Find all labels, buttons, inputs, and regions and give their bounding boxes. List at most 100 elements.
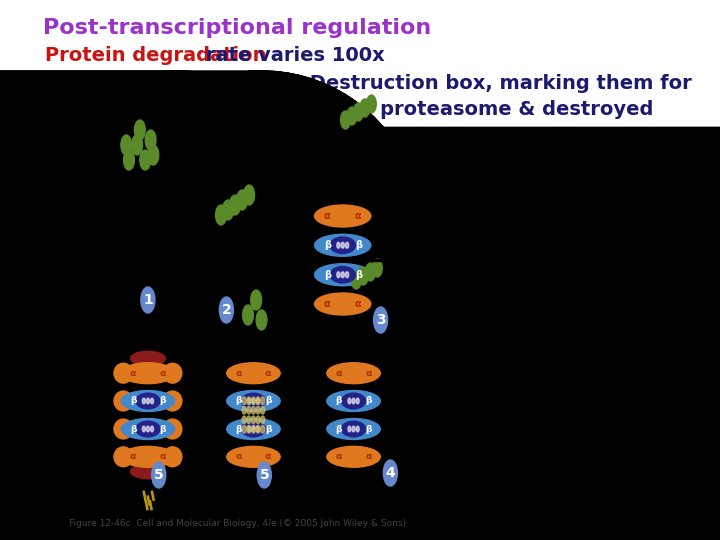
- Circle shape: [252, 398, 255, 404]
- Circle shape: [143, 398, 145, 404]
- Circle shape: [251, 407, 256, 414]
- Ellipse shape: [325, 312, 361, 327]
- Ellipse shape: [359, 264, 379, 285]
- Ellipse shape: [220, 391, 238, 411]
- Ellipse shape: [236, 351, 271, 366]
- Ellipse shape: [269, 447, 287, 467]
- Circle shape: [222, 200, 233, 220]
- Text: 1: 1: [143, 293, 153, 307]
- Circle shape: [354, 103, 364, 121]
- Circle shape: [341, 242, 344, 248]
- Text: β: β: [324, 270, 330, 280]
- Ellipse shape: [163, 419, 182, 439]
- Text: α: α: [324, 211, 330, 221]
- Circle shape: [256, 426, 260, 433]
- Circle shape: [252, 426, 255, 432]
- Circle shape: [242, 416, 246, 423]
- Text: α: α: [130, 369, 137, 377]
- Ellipse shape: [307, 264, 327, 285]
- Ellipse shape: [320, 447, 338, 467]
- Circle shape: [359, 267, 368, 285]
- Circle shape: [356, 398, 359, 404]
- Text: Figure 12-46c  Cell and Molecular Biology, 4/e (© 2005 John Wiley & Sons): Figure 12-46c Cell and Molecular Biology…: [68, 519, 405, 528]
- Text: β: β: [365, 424, 372, 434]
- Ellipse shape: [130, 351, 166, 366]
- Ellipse shape: [327, 390, 380, 411]
- Text: Post-transcriptional regulation: Post-transcriptional regulation: [43, 18, 431, 38]
- Ellipse shape: [220, 447, 238, 467]
- Ellipse shape: [369, 419, 387, 439]
- Ellipse shape: [320, 391, 338, 411]
- Text: β: β: [336, 396, 342, 406]
- Ellipse shape: [336, 351, 371, 366]
- Circle shape: [348, 398, 351, 404]
- Ellipse shape: [369, 363, 387, 383]
- Ellipse shape: [307, 206, 327, 226]
- Text: α: α: [355, 211, 361, 221]
- Circle shape: [247, 426, 251, 433]
- Text: α: α: [355, 299, 361, 309]
- Text: α: α: [159, 369, 166, 377]
- Ellipse shape: [241, 393, 266, 409]
- Circle shape: [150, 426, 153, 432]
- Circle shape: [256, 407, 260, 414]
- Ellipse shape: [220, 419, 238, 439]
- Circle shape: [256, 310, 267, 330]
- Ellipse shape: [320, 419, 338, 439]
- Ellipse shape: [227, 390, 280, 411]
- Ellipse shape: [307, 294, 327, 314]
- Text: 2: 2: [222, 303, 231, 317]
- Circle shape: [337, 272, 340, 278]
- Circle shape: [347, 107, 357, 125]
- Circle shape: [242, 397, 246, 404]
- Text: β: β: [130, 396, 137, 406]
- Ellipse shape: [325, 193, 361, 208]
- Ellipse shape: [114, 419, 132, 439]
- Circle shape: [243, 185, 255, 205]
- Ellipse shape: [315, 293, 371, 315]
- Ellipse shape: [359, 235, 379, 256]
- Circle shape: [256, 398, 259, 404]
- Ellipse shape: [341, 421, 366, 437]
- Circle shape: [257, 462, 271, 488]
- Circle shape: [366, 263, 375, 281]
- Ellipse shape: [327, 447, 380, 467]
- Circle shape: [337, 242, 340, 248]
- Text: α: α: [336, 369, 342, 377]
- Ellipse shape: [163, 363, 182, 383]
- Circle shape: [143, 426, 145, 432]
- Ellipse shape: [269, 419, 287, 439]
- Circle shape: [135, 120, 145, 140]
- Ellipse shape: [330, 267, 356, 283]
- Text: polyubiquitination: taken to proteasome & destroyed: polyubiquitination: taken to proteasome …: [45, 100, 653, 119]
- FancyBboxPatch shape: [330, 367, 377, 467]
- Circle shape: [150, 398, 153, 404]
- Circle shape: [251, 416, 256, 423]
- Circle shape: [351, 271, 361, 289]
- Text: α: α: [265, 369, 271, 377]
- Circle shape: [247, 416, 251, 423]
- Text: α: α: [365, 369, 372, 377]
- Text: 5: 5: [154, 468, 163, 482]
- Circle shape: [256, 416, 260, 423]
- Text: β: β: [159, 396, 166, 406]
- Text: β: β: [324, 240, 330, 250]
- Circle shape: [237, 190, 248, 210]
- Circle shape: [121, 135, 132, 155]
- Circle shape: [148, 145, 158, 165]
- Circle shape: [356, 426, 359, 432]
- Text: α: α: [130, 453, 137, 461]
- Ellipse shape: [315, 234, 371, 256]
- Circle shape: [348, 426, 351, 432]
- Ellipse shape: [320, 363, 338, 383]
- Ellipse shape: [336, 464, 371, 479]
- Circle shape: [341, 111, 351, 129]
- Circle shape: [215, 205, 226, 225]
- Ellipse shape: [369, 447, 387, 467]
- Circle shape: [145, 130, 156, 150]
- Circle shape: [146, 398, 150, 404]
- Ellipse shape: [236, 464, 271, 479]
- Text: β: β: [355, 240, 361, 250]
- Ellipse shape: [315, 264, 371, 286]
- Circle shape: [220, 297, 233, 323]
